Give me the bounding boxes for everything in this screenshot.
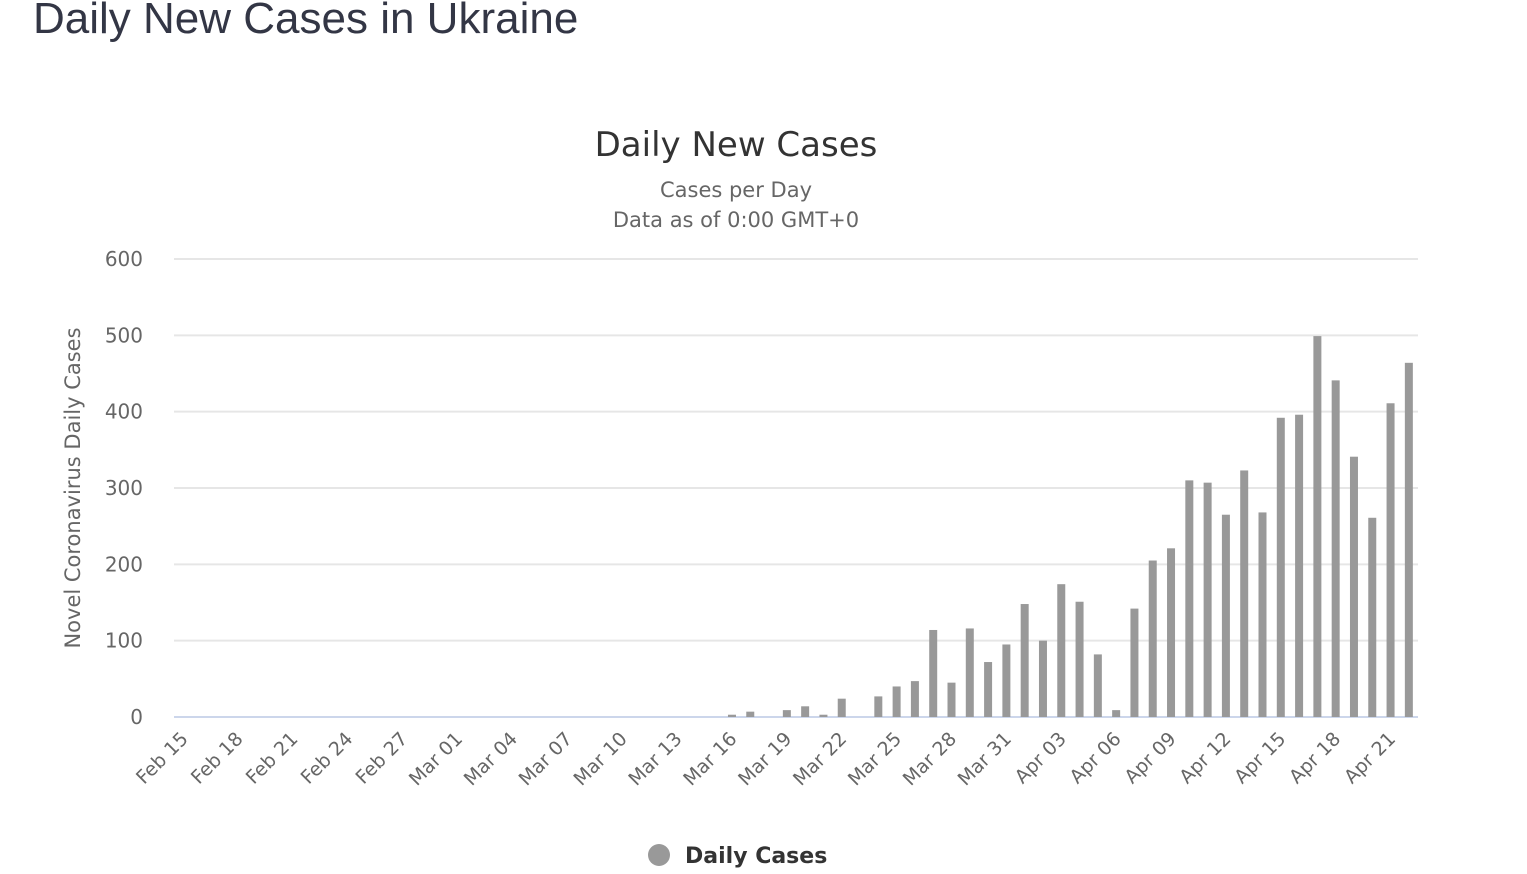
legend-label[interactable]: Daily Cases bbox=[685, 844, 827, 869]
bar[interactable] bbox=[1167, 548, 1176, 717]
bar[interactable] bbox=[1258, 512, 1267, 717]
x-tick-label: Feb 27 bbox=[352, 728, 413, 789]
x-tick-label: Mar 28 bbox=[899, 728, 961, 790]
bar[interactable] bbox=[1020, 604, 1029, 717]
chart-title: Daily New Cases bbox=[595, 125, 878, 165]
y-tick-label: 600 bbox=[105, 247, 143, 271]
y-tick-label: 200 bbox=[105, 552, 143, 576]
bar[interactable] bbox=[837, 698, 846, 717]
bar[interactable] bbox=[1112, 710, 1121, 717]
y-tick-label: 500 bbox=[105, 323, 143, 347]
bar[interactable] bbox=[746, 711, 755, 717]
x-tick-label: Apr 21 bbox=[1340, 728, 1400, 788]
x-tick-label: Mar 31 bbox=[954, 728, 1016, 790]
x-tick-label: Apr 03 bbox=[1011, 728, 1071, 788]
bar[interactable] bbox=[892, 686, 901, 717]
x-tick-label: Mar 04 bbox=[460, 728, 522, 790]
bar[interactable] bbox=[1148, 560, 1157, 717]
x-tick-label: Mar 22 bbox=[789, 728, 851, 790]
x-tick-label: Mar 01 bbox=[405, 728, 467, 790]
page-title: Daily New Cases in Ukraine bbox=[33, 0, 579, 43]
x-tick-label: Mar 07 bbox=[515, 728, 577, 790]
bar[interactable] bbox=[929, 629, 938, 717]
bar[interactable] bbox=[1295, 414, 1304, 717]
y-tick-label: 400 bbox=[105, 400, 143, 424]
bar[interactable] bbox=[1404, 362, 1413, 717]
y-tick-label: 0 bbox=[130, 705, 143, 729]
bar[interactable] bbox=[1276, 417, 1285, 717]
bar[interactable] bbox=[1057, 584, 1066, 717]
bar[interactable] bbox=[874, 696, 883, 717]
bar[interactable] bbox=[1185, 480, 1194, 717]
x-tick-label: Apr 12 bbox=[1175, 728, 1235, 788]
chart-subtitle-2: Data as of 0:00 GMT+0 bbox=[613, 208, 859, 232]
bar[interactable] bbox=[801, 706, 810, 717]
bar[interactable] bbox=[819, 714, 828, 717]
bar[interactable] bbox=[1130, 608, 1139, 717]
legend-marker bbox=[648, 844, 670, 866]
bar[interactable] bbox=[965, 628, 974, 717]
x-tick-label: Feb 15 bbox=[132, 728, 193, 789]
bar[interactable] bbox=[1075, 601, 1084, 717]
bar[interactable] bbox=[947, 682, 956, 717]
x-tick-label: Feb 21 bbox=[242, 728, 303, 789]
bar[interactable] bbox=[1240, 470, 1249, 717]
y-axis-label: Novel Coronavirus Daily Cases bbox=[61, 327, 85, 648]
bar[interactable] bbox=[1331, 380, 1340, 717]
y-tick-label: 100 bbox=[105, 629, 143, 653]
x-tick-label: Mar 10 bbox=[569, 728, 631, 790]
x-tick-label: Apr 09 bbox=[1120, 728, 1180, 788]
bar[interactable] bbox=[1349, 456, 1358, 717]
x-tick-label: Mar 19 bbox=[734, 728, 796, 790]
bar[interactable] bbox=[1313, 336, 1322, 717]
x-tick-label: Apr 15 bbox=[1230, 728, 1290, 788]
x-tick-label: Feb 18 bbox=[187, 728, 248, 789]
x-tick-label: Feb 24 bbox=[297, 728, 358, 789]
bar[interactable] bbox=[1038, 640, 1047, 717]
x-tick-label: Apr 18 bbox=[1285, 728, 1345, 788]
legend[interactable]: Daily Cases bbox=[648, 844, 827, 869]
bar[interactable] bbox=[1386, 403, 1395, 717]
x-tick-label: Mar 16 bbox=[679, 728, 741, 790]
bar[interactable] bbox=[1368, 517, 1377, 717]
bar[interactable] bbox=[1093, 654, 1102, 717]
x-tick-label: Apr 06 bbox=[1066, 728, 1126, 788]
chart-subtitle-1: Cases per Day bbox=[660, 178, 812, 202]
x-tick-label: Mar 25 bbox=[844, 728, 906, 790]
bar[interactable] bbox=[727, 714, 736, 717]
bar[interactable] bbox=[910, 681, 919, 717]
y-tick-label: 300 bbox=[105, 476, 143, 500]
bar[interactable] bbox=[1221, 514, 1230, 717]
bar[interactable] bbox=[782, 710, 791, 717]
bar[interactable] bbox=[1002, 644, 1011, 717]
bar[interactable] bbox=[1203, 482, 1212, 717]
bar[interactable] bbox=[984, 662, 993, 717]
x-tick-label: Mar 13 bbox=[624, 728, 686, 790]
